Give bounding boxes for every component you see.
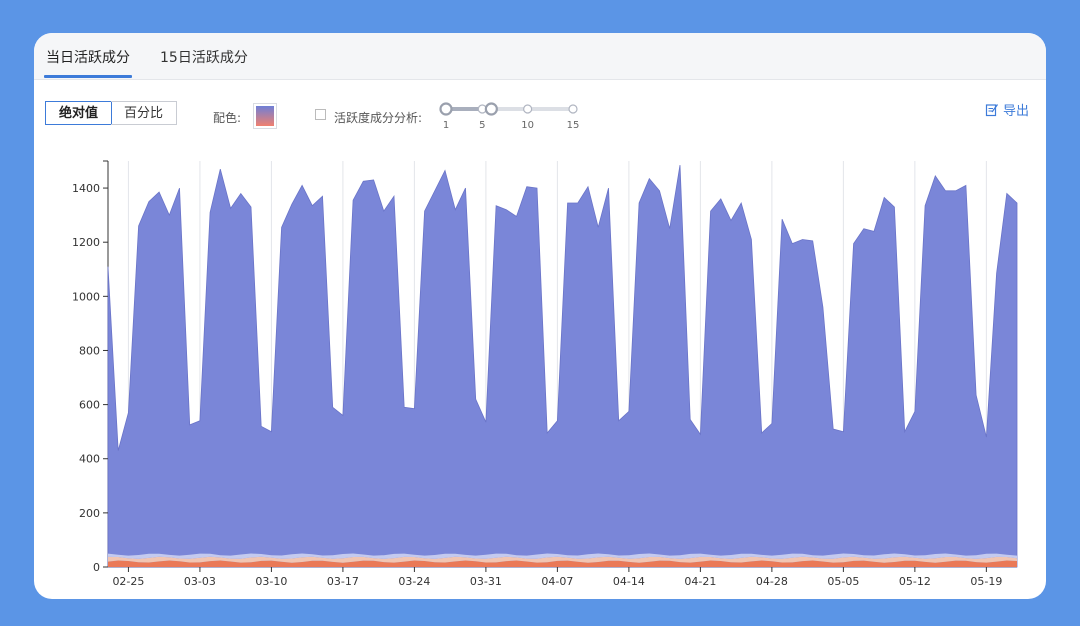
x-tick-label: 05-05 xyxy=(827,575,859,588)
absolute-value-button[interactable]: 绝对值 xyxy=(45,101,112,125)
y-tick-label: 1000 xyxy=(72,290,100,303)
series-area-base xyxy=(108,560,1017,567)
y-tick-label: 400 xyxy=(79,453,100,466)
y-tick-label: 800 xyxy=(79,344,100,357)
series-area-base xyxy=(108,553,1017,559)
export-label: 导出 xyxy=(1003,104,1030,119)
y-tick-label: 200 xyxy=(79,507,100,520)
x-tick-label: 04-21 xyxy=(684,575,716,588)
series-area-base xyxy=(108,556,1017,563)
slider-tick-dot xyxy=(523,104,533,114)
percentage-button[interactable]: 百分比 xyxy=(111,101,177,125)
y-tick-label: 1400 xyxy=(72,182,100,195)
x-tick-label: 04-07 xyxy=(541,575,573,588)
x-tick-label: 05-12 xyxy=(899,575,931,588)
x-tick-label: 04-28 xyxy=(756,575,788,588)
x-tick-label: 03-10 xyxy=(255,575,287,588)
y-tick-label: 1200 xyxy=(72,236,100,249)
x-tick-label: 03-03 xyxy=(184,575,216,588)
slider-tick-label: 15 xyxy=(567,120,580,131)
tab-daily-activity[interactable]: 当日活跃成分 xyxy=(46,50,130,66)
slider-handle[interactable] xyxy=(439,102,453,116)
slider-tick-dot xyxy=(568,104,578,114)
active-tab-indicator xyxy=(44,75,132,78)
slider-handle[interactable] xyxy=(484,102,498,116)
palette-label: 配色: xyxy=(213,111,242,125)
tab-15day-activity[interactable]: 15日活跃成分 xyxy=(160,50,248,66)
tab-bar: 当日活跃成分 15日活跃成分 xyxy=(34,33,1046,80)
range-slider[interactable]: 1 5 10 15 xyxy=(434,101,594,133)
x-tick-label: 03-31 xyxy=(470,575,502,588)
y-tick-label: 600 xyxy=(79,399,100,412)
palette-gradient xyxy=(256,106,274,126)
x-tick-label: 05-19 xyxy=(970,575,1002,588)
slider-tick-label: 10 xyxy=(521,120,534,131)
export-icon xyxy=(985,103,999,116)
stacked-area-chart: 0 200 400 600 800 1000 1200 1400 02-25 03-03 03-10… xyxy=(72,160,1018,588)
slider-tick-label: 5 xyxy=(479,120,485,131)
activity-checkbox-label: 活跃度成分分析: xyxy=(334,111,423,125)
activity-checkbox[interactable] xyxy=(315,109,326,120)
x-tick-label: 03-17 xyxy=(327,575,359,588)
report-card: 当日活跃成分 15日活跃成分 绝对值 百分比 配色: 活跃度成分分析: 1 5 10… xyxy=(34,33,1046,599)
palette-swatch[interactable] xyxy=(253,103,277,129)
y-tick-label: 0 xyxy=(93,561,100,574)
x-tick-label: 02-25 xyxy=(112,575,144,588)
series-area-main xyxy=(107,165,1018,568)
x-tick-label: 04-14 xyxy=(613,575,645,588)
export-button[interactable]: 导出 xyxy=(985,100,1029,119)
x-tick-label: 03-24 xyxy=(398,575,430,588)
slider-tick-label: 1 xyxy=(443,120,449,131)
